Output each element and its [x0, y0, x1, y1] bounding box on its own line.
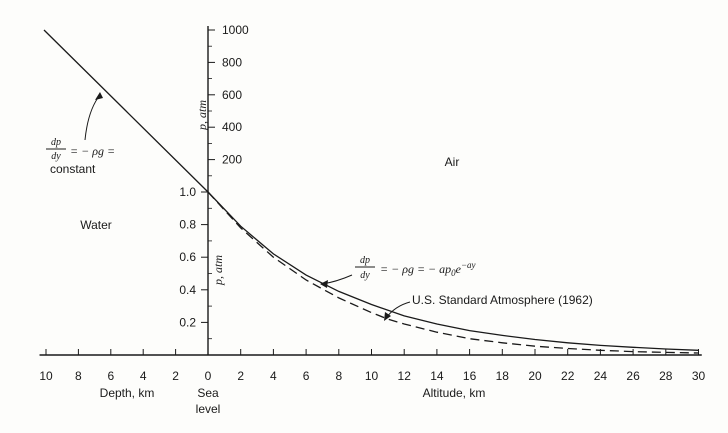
- y-tick-label-upper: 800: [222, 55, 242, 69]
- x-tick-label-altitude: 30: [692, 369, 706, 383]
- svg-text:dy: dy: [51, 151, 61, 162]
- y-label-lower: p, atm: [211, 255, 225, 286]
- x-tick-label-altitude: 8: [335, 369, 342, 383]
- x-tick-label-altitude: 4: [270, 369, 277, 383]
- x-tick-label-altitude: 26: [626, 369, 640, 383]
- air-equation: dp dy = − ρg = − ap0e−ay: [320, 255, 476, 288]
- y-tick-label-upper: 200: [222, 153, 242, 167]
- x-tick-label-depth: 10: [39, 369, 53, 383]
- axes: [39, 26, 702, 356]
- x-tick-label-altitude: 2: [237, 369, 244, 383]
- x-tick-label-altitude: 28: [659, 369, 673, 383]
- x-tick-label-depth: 2: [172, 369, 179, 383]
- series-water-linear: [43, 29, 209, 193]
- x-tick-label-altitude: 0: [205, 369, 212, 383]
- x-ticks: 10 8 6 4 2 0 2 4 6 8 10 12 14 16 18 20 22 24 26 28 30: [39, 349, 705, 383]
- svg-text:U.S. Standard Atmosphere (1962: U.S. Standard Atmosphere (1962): [412, 293, 593, 307]
- svg-text:dp: dp: [51, 137, 61, 148]
- x-label-depth: Depth, km: [100, 386, 155, 400]
- x-tick-label-altitude: 12: [398, 369, 412, 383]
- standard-atmosphere-label: U.S. Standard Atmosphere (1962): [384, 293, 593, 321]
- x-tick-label-altitude: 10: [365, 369, 379, 383]
- y-tick-label-lower: 0.8: [179, 218, 196, 232]
- y-tick-label-upper: 1000: [222, 23, 249, 37]
- x-tick-label-altitude: 6: [303, 369, 310, 383]
- y-label-upper: p, atm: [195, 100, 209, 131]
- curves: [43, 29, 699, 354]
- svg-text:dp: dp: [360, 255, 370, 266]
- y-tick-label-lower: 0.6: [179, 250, 196, 264]
- x-label-level: level: [196, 402, 221, 416]
- series-standard-atmosphere: [207, 191, 699, 354]
- x-label-altitude: Altitude, km: [423, 386, 486, 400]
- y-tick-label-upper: 600: [222, 88, 242, 102]
- y-tick-label-upper: 400: [222, 120, 242, 134]
- x-tick-label-altitude: 14: [430, 369, 444, 383]
- y-tick-label-lower: 1.0: [179, 185, 196, 199]
- region-air: Air: [445, 155, 460, 169]
- x-tick-label-altitude: 18: [496, 369, 510, 383]
- water-equation: dp dy = − ρg = constant: [46, 92, 115, 176]
- svg-text:= − ρg = − ap0e−ay: = − ρg = − ap0e−ay: [380, 260, 476, 278]
- x-tick-label-altitude: 22: [561, 369, 575, 383]
- x-tick-label-depth: 4: [140, 369, 147, 383]
- x-tick-label-altitude: 24: [594, 369, 608, 383]
- x-tick-label-depth: 6: [107, 369, 114, 383]
- x-tick-label-depth: 8: [75, 369, 82, 383]
- svg-text:dy: dy: [360, 270, 370, 281]
- region-water: Water: [80, 218, 112, 232]
- svg-text:= − ρg =: = − ρg =: [70, 144, 115, 158]
- x-tick-label-altitude: 16: [463, 369, 477, 383]
- x-label-sea: Sea: [197, 386, 219, 400]
- series-exponential: [207, 191, 699, 351]
- svg-text:constant: constant: [50, 162, 96, 176]
- x-tick-label-altitude: 20: [528, 369, 542, 383]
- y-tick-label-lower: 0.4: [179, 283, 196, 297]
- y-tick-label-lower: 0.2: [179, 315, 196, 329]
- y-ticks: 200 400 600 800 1000 0.2 0.4 0.6 0.8 1.0: [179, 23, 249, 340]
